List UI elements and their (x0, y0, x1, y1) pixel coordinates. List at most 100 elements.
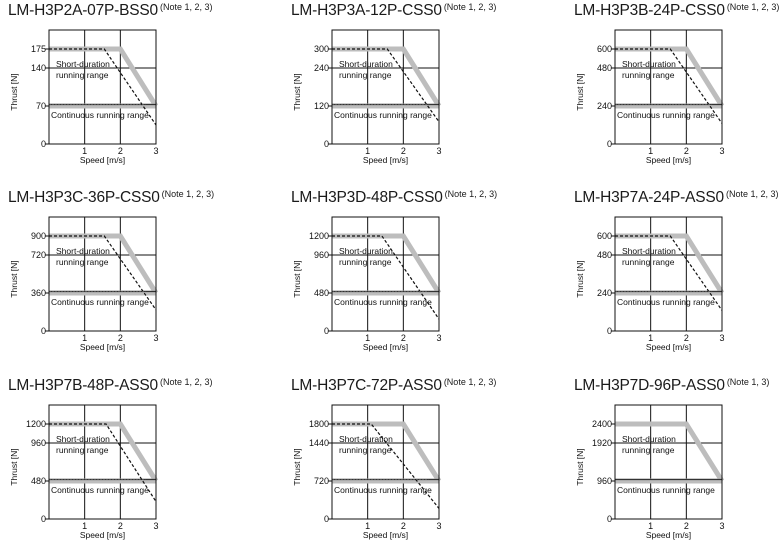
note-reference: (Note 1, 2, 3) (444, 189, 498, 199)
x-tick-label: 1 (648, 333, 653, 343)
plot-frame (614, 404, 723, 520)
plot-frame (48, 216, 157, 332)
dashed-curve (49, 423, 157, 502)
note-reference: (Note 1, 2, 3) (159, 377, 213, 387)
x-axis-label: Speed [m/s] (646, 155, 691, 165)
y-tick-label: 900 (31, 231, 46, 241)
y-tick-label: 720 (314, 476, 329, 486)
model-name: LM-H3P3B-24P-CSS0 (574, 2, 725, 19)
chart-panel: LM-H3P7B-48P-ASS0 (Note 1, 2, 3) 0 480 960 12… (0, 375, 260, 560)
chart-panel: LM-H3P7C-72P-ASS0 (Note 1, 2, 3) 0 720 1440 1… (283, 375, 543, 560)
x-tick-label: 3 (436, 333, 441, 343)
short-duration-label-2: running range (339, 257, 392, 267)
x-axis-label: Speed [m/s] (646, 342, 691, 352)
short-duration-label-2: running range (56, 445, 109, 455)
chart-title: LM-H3P3A-12P-CSS0 (Note 1, 2, 3) (291, 2, 496, 20)
y-axis-label: Thrust [N] (9, 73, 19, 110)
y-tick-label: 0 (607, 139, 612, 149)
x-tick-label: 1 (365, 333, 370, 343)
y-tick-label: 0 (607, 326, 612, 336)
x-axis-label: Speed [m/s] (80, 530, 125, 540)
y-axis-label: Thrust [N] (9, 448, 19, 485)
thrust-speed-plot: 0 360 720 900 1 2 3 Speed [m/s] Thrust [N] Short-… (9, 216, 159, 352)
x-tick-label: 2 (684, 521, 689, 531)
x-tick-label: 3 (719, 333, 724, 343)
short-duration-curve (332, 46, 442, 108)
note-reference: (Note 1, 2, 3) (159, 2, 213, 12)
dashed-curve (49, 48, 157, 126)
x-tick-label: 3 (153, 521, 158, 531)
short-duration-label-2: running range (622, 445, 675, 455)
x-tick-label: 2 (401, 146, 406, 156)
dashed-curve (332, 423, 440, 509)
y-axis-label: Thrust [N] (292, 260, 302, 297)
x-tick-label: 3 (719, 521, 724, 531)
model-name: LM-H3P3A-12P-CSS0 (291, 2, 442, 19)
continuous-label: Continuous running range (334, 110, 432, 120)
y-axis-label: Thrust [N] (575, 448, 585, 485)
x-tick-label: 2 (118, 333, 123, 343)
chart-title: LM-H3P7C-72P-ASS0 (Note 1, 2, 3) (291, 377, 496, 395)
plot-frame (331, 404, 440, 520)
y-tick-label: 480 (31, 476, 46, 486)
short-duration-label: Short-duration (56, 246, 110, 256)
model-name: LM-H3P2A-07P-BSS0 (8, 2, 158, 19)
short-duration-label-2: running range (339, 445, 392, 455)
x-tick-label: 3 (153, 333, 158, 343)
short-duration-curve (49, 233, 159, 295)
short-duration-curve (332, 421, 442, 483)
x-tick-label: 3 (436, 146, 441, 156)
dashed-curve (49, 235, 157, 311)
chart-panel: LM-H3P7D-96P-ASS0 (Note 1, 3) 0 960 1920 2400… (566, 375, 780, 560)
plot-frame (331, 29, 440, 145)
short-duration-label: Short-duration (339, 434, 393, 444)
y-tick-label: 2400 (592, 419, 612, 429)
short-duration-curve (615, 233, 725, 295)
continuous-label: Continuous running range (617, 297, 715, 307)
y-tick-label: 0 (324, 326, 329, 336)
short-duration-label: Short-duration (622, 246, 676, 256)
thrust-speed-plot: 0 240 480 600 1 2 3 Speed [m/s] Thrust [N] Short-… (575, 216, 725, 352)
x-axis-label: Speed [m/s] (363, 155, 408, 165)
y-axis-label: Thrust [N] (575, 73, 585, 110)
continuous-label: Continuous running range (51, 110, 149, 120)
x-tick-label: 3 (719, 146, 724, 156)
x-axis-label: Speed [m/s] (646, 530, 691, 540)
chart-panel: LM-H3P3A-12P-CSS0 (Note 1, 2, 3) 0 120 240 30… (283, 0, 543, 185)
short-duration-label: Short-duration (622, 59, 676, 69)
chart-title: LM-H3P7B-48P-ASS0 (Note 1, 2, 3) (8, 377, 212, 395)
x-tick-label: 3 (436, 521, 441, 531)
x-axis-label: Speed [m/s] (363, 342, 408, 352)
short-duration-label-2: running range (339, 70, 392, 80)
model-name: LM-H3P7B-48P-ASS0 (8, 377, 158, 394)
model-name: LM-H3P7C-72P-ASS0 (291, 377, 442, 394)
y-tick-label: 600 (597, 44, 612, 54)
note-reference: (Note 1, 2, 3) (725, 189, 779, 199)
x-tick-label: 1 (82, 333, 87, 343)
y-tick-label: 0 (324, 514, 329, 524)
continuous-label: Continuous running range (334, 297, 432, 307)
model-name: LM-H3P3D-48P-CSS0 (291, 189, 443, 206)
chart-title: LM-H3P7D-96P-ASS0 (Note 1, 3) (574, 377, 769, 395)
x-tick-label: 1 (365, 146, 370, 156)
chart-panel: LM-H3P3B-24P-CSS0 (Note 1, 2, 3) 0 240 480 60… (566, 0, 780, 185)
chart-panel: LM-H3P3C-36P-CSS0 (Note 1, 2, 3) 0 360 720 90… (0, 187, 260, 372)
y-tick-label: 0 (41, 326, 46, 336)
continuous-label: Continuous running range (617, 485, 715, 495)
note-reference: (Note 1, 2, 3) (726, 2, 780, 12)
y-tick-label: 960 (597, 476, 612, 486)
model-name: LM-H3P7A-24P-ASS0 (574, 189, 724, 206)
thrust-speed-plot: 0 960 1920 2400 1 2 3 Speed [m/s] Thrust [N] Shor… (575, 404, 725, 540)
plot-frame (614, 29, 723, 145)
y-tick-label: 0 (324, 139, 329, 149)
x-tick-label: 2 (118, 521, 123, 531)
y-tick-label: 120 (314, 101, 329, 111)
y-tick-label: 1800 (309, 419, 329, 429)
plot-frame (331, 216, 440, 332)
y-tick-label: 1920 (592, 438, 612, 448)
x-tick-label: 1 (82, 146, 87, 156)
continuous-label: Continuous running range (334, 485, 432, 495)
x-tick-label: 1 (365, 521, 370, 531)
y-tick-label: 0 (607, 514, 612, 524)
short-duration-label-2: running range (56, 70, 109, 80)
